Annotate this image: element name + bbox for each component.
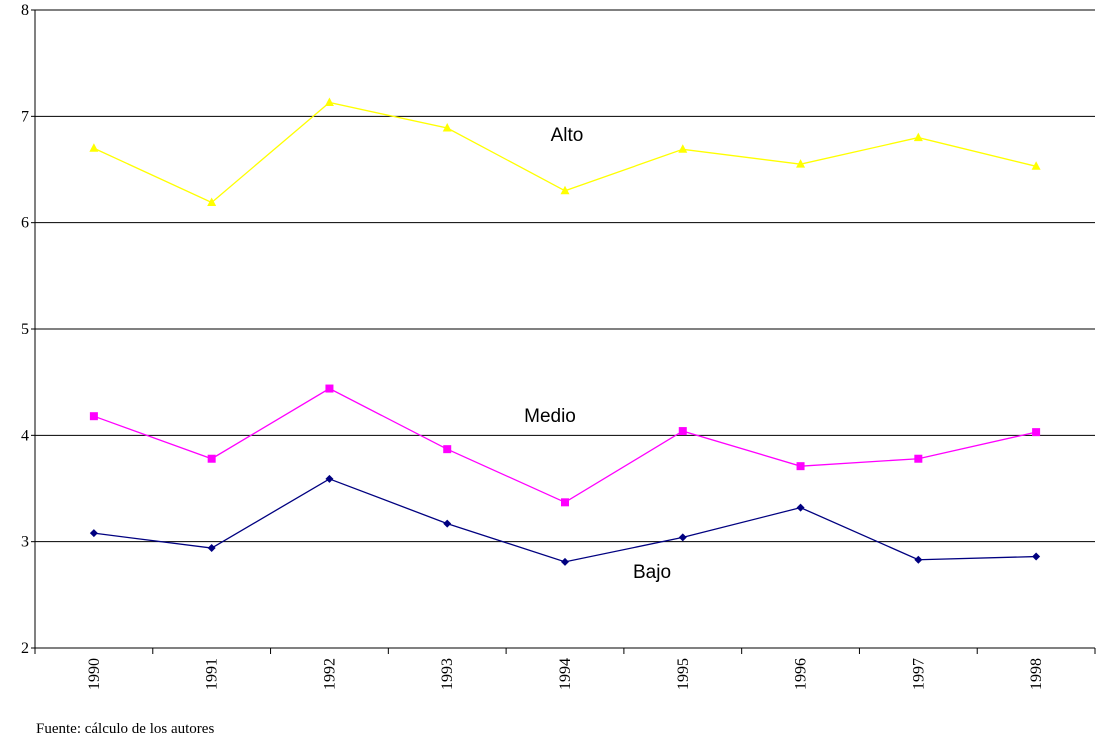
- marker: [207, 454, 216, 463]
- y-tick-label: 2: [21, 640, 29, 657]
- x-tick-label: 1991: [204, 658, 221, 690]
- x-tick-label: 1997: [910, 658, 927, 690]
- x-tick-label: 1996: [793, 658, 810, 690]
- marker: [207, 544, 216, 553]
- y-tick-label: 7: [21, 108, 29, 125]
- series-label: Alto: [551, 125, 584, 146]
- marker: [443, 445, 452, 454]
- x-tick-label: 1993: [439, 658, 456, 690]
- marker: [913, 132, 923, 142]
- marker: [1032, 552, 1041, 561]
- x-tick-label: 1990: [86, 658, 103, 690]
- marker: [560, 185, 570, 195]
- marker: [678, 427, 687, 436]
- series-label: Medio: [524, 406, 576, 427]
- marker: [442, 123, 452, 132]
- marker: [325, 384, 334, 393]
- y-tick-label: 4: [21, 427, 29, 444]
- x-tick-label: 1998: [1028, 658, 1045, 690]
- marker: [89, 143, 99, 152]
- x-tick-label: 1992: [321, 658, 338, 690]
- marker: [324, 97, 334, 107]
- x-tick-label: 1995: [675, 658, 692, 690]
- marker: [207, 197, 217, 206]
- marker: [796, 159, 806, 168]
- marker: [561, 557, 569, 566]
- marker: [1032, 428, 1041, 437]
- marker: [678, 144, 688, 153]
- marker: [561, 498, 569, 507]
- marker: [914, 454, 923, 463]
- y-tick-label: 8: [21, 2, 29, 19]
- marker: [89, 412, 98, 421]
- marker: [325, 474, 334, 483]
- marker: [443, 519, 452, 528]
- marker: [796, 503, 805, 512]
- marker: [1031, 161, 1041, 170]
- series-label: Bajo: [633, 562, 671, 583]
- marker: [914, 555, 923, 564]
- y-tick-label: 6: [21, 215, 29, 232]
- y-tick-label: 5: [21, 321, 29, 338]
- x-tick-label: 1994: [557, 658, 574, 690]
- marker: [678, 533, 687, 542]
- marker: [89, 529, 98, 538]
- series-line: [93, 478, 1037, 563]
- y-tick-label: 3: [21, 534, 29, 551]
- marker: [796, 462, 805, 471]
- source-note: Fuente: cálculo de los autores: [36, 721, 214, 737]
